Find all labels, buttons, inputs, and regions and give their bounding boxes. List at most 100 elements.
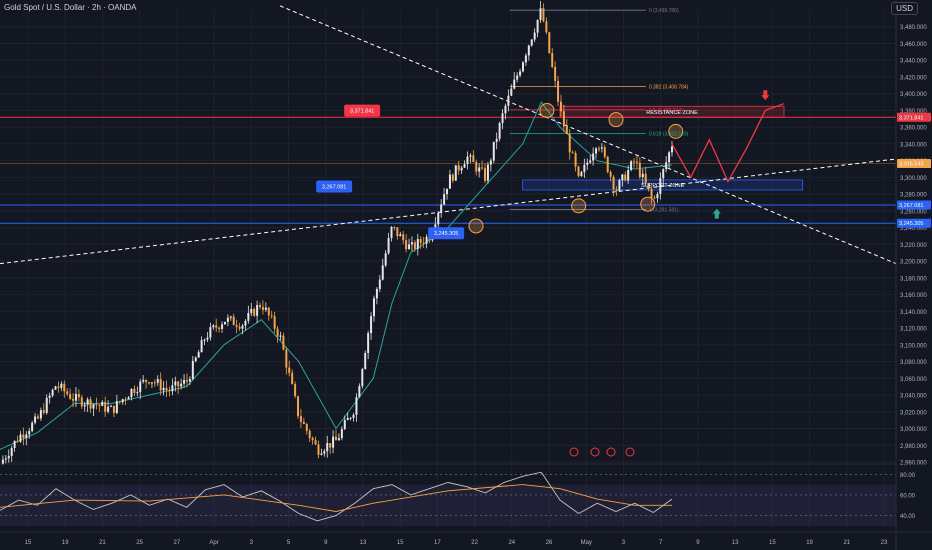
time-tick-label: 21 [843, 540, 850, 546]
candle-body [299, 416, 302, 422]
candle-body [510, 88, 513, 96]
circle-marker [608, 112, 624, 128]
candle-body [533, 32, 536, 40]
time-axis[interactable]: 15 19 21 25 27 Apr 3 5 9 13 15 17 22 24 26 May 3 7 9 13 15 19… [0, 531, 932, 546]
candle-body [498, 123, 501, 139]
candle-body [118, 401, 121, 403]
price-tick-label: 3,440.000 [900, 59, 927, 65]
candle-body [647, 183, 650, 189]
price-tick-label: 3,100.000 [900, 343, 927, 349]
fib-label-1: 1 (3,261.581) [649, 208, 679, 214]
candle-body [223, 321, 226, 325]
candle-body [557, 80, 560, 102]
candle-body [399, 234, 402, 237]
candle-body [422, 242, 425, 244]
candle-body [545, 21, 548, 33]
support-line-upper-price-tag-text: 3,267.081 [899, 203, 923, 209]
time-tick-label: Apr [209, 540, 218, 546]
candle-body [451, 174, 454, 181]
candle-body [653, 197, 656, 199]
candle-body [273, 316, 276, 329]
candle-body [457, 165, 460, 171]
candle-body [45, 397, 48, 413]
time-tick-label: 27 [174, 540, 181, 546]
candle-body [183, 379, 186, 384]
rsi-tick-label: 40.00 [900, 514, 916, 520]
price-axis[interactable]: 3,480.000 3,460.000 3,440.000 3,420.000 3,40… [895, 0, 927, 550]
candle-body [472, 155, 475, 162]
price-tick-label: 3,360.000 [900, 126, 927, 132]
time-tick-label: 15 [397, 540, 404, 546]
candle-body [486, 164, 489, 181]
candle-body [66, 391, 69, 395]
candle-body [95, 404, 98, 406]
price-tick-label: 3,280.000 [900, 193, 927, 199]
candle-body [80, 397, 83, 407]
candle-body [139, 381, 142, 393]
price-tick-label: 3,080.000 [900, 360, 927, 366]
candle-body [203, 339, 206, 341]
candle-body [656, 193, 659, 199]
candle-body [492, 141, 495, 161]
candle-body [261, 307, 264, 310]
price-tick-label: 3,200.000 [900, 260, 927, 266]
candle-body [478, 167, 481, 172]
time-tick-label: 25 [136, 540, 143, 546]
circle-marker [571, 198, 587, 214]
rsi-tick-label: 60.00 [900, 493, 916, 499]
support-upper-badge [316, 180, 353, 193]
candle-body [74, 394, 77, 401]
candle-body [559, 101, 562, 112]
price-tick-label: 3,380.000 [900, 109, 927, 115]
event-marker-icon [590, 447, 600, 457]
candle-body [142, 379, 145, 382]
candle-body [209, 327, 212, 338]
time-tick-label: 9 [324, 540, 328, 546]
candle-body [42, 410, 45, 413]
candle-body [36, 416, 39, 419]
candle-body [253, 309, 256, 316]
candle-body [212, 325, 215, 328]
time-tick-label: 24 [508, 540, 515, 546]
candle-body [168, 390, 171, 392]
candle-body [127, 397, 130, 400]
candle-body [54, 386, 57, 390]
candle-body [57, 386, 60, 388]
candle-body [662, 169, 665, 179]
candle-body [226, 317, 229, 322]
candle-body [425, 236, 428, 244]
candle-body [270, 315, 273, 317]
price-tick-label: 3,340.000 [900, 142, 927, 148]
time-tick-label: 15 [769, 540, 776, 546]
candle-body [554, 66, 557, 81]
candle-body [305, 423, 308, 431]
candle-body [264, 307, 267, 310]
candle-body [586, 162, 589, 165]
candle-body [440, 204, 443, 213]
currency-button[interactable]: USD [891, 2, 918, 15]
support-line-upper-price-tag [897, 200, 931, 210]
candle-body [375, 288, 378, 299]
circle-marker [668, 123, 684, 139]
candlestick-series [1, 1, 673, 465]
candle-body [308, 430, 311, 439]
candle-body [633, 161, 636, 163]
candle-body [34, 416, 37, 423]
candle-body [448, 174, 451, 189]
price-tick-label: 3,240.000 [900, 226, 927, 232]
last-price-line-price-tag-text: 3,316.543 [899, 162, 923, 168]
candle-body [644, 173, 647, 184]
time-tick-label: 21 [99, 540, 106, 546]
candle-body [408, 244, 411, 250]
time-tick-label: 15 [25, 540, 32, 546]
candle-body [419, 238, 422, 243]
candle-body [446, 188, 449, 195]
price-tick-label: 3,020.000 [900, 410, 927, 416]
candle-body [25, 434, 28, 438]
candle-body [597, 148, 600, 150]
last-price-line-price-tag [897, 159, 931, 169]
event-marker-icon [569, 447, 579, 457]
candle-body [291, 372, 294, 385]
candle-body [460, 167, 463, 171]
